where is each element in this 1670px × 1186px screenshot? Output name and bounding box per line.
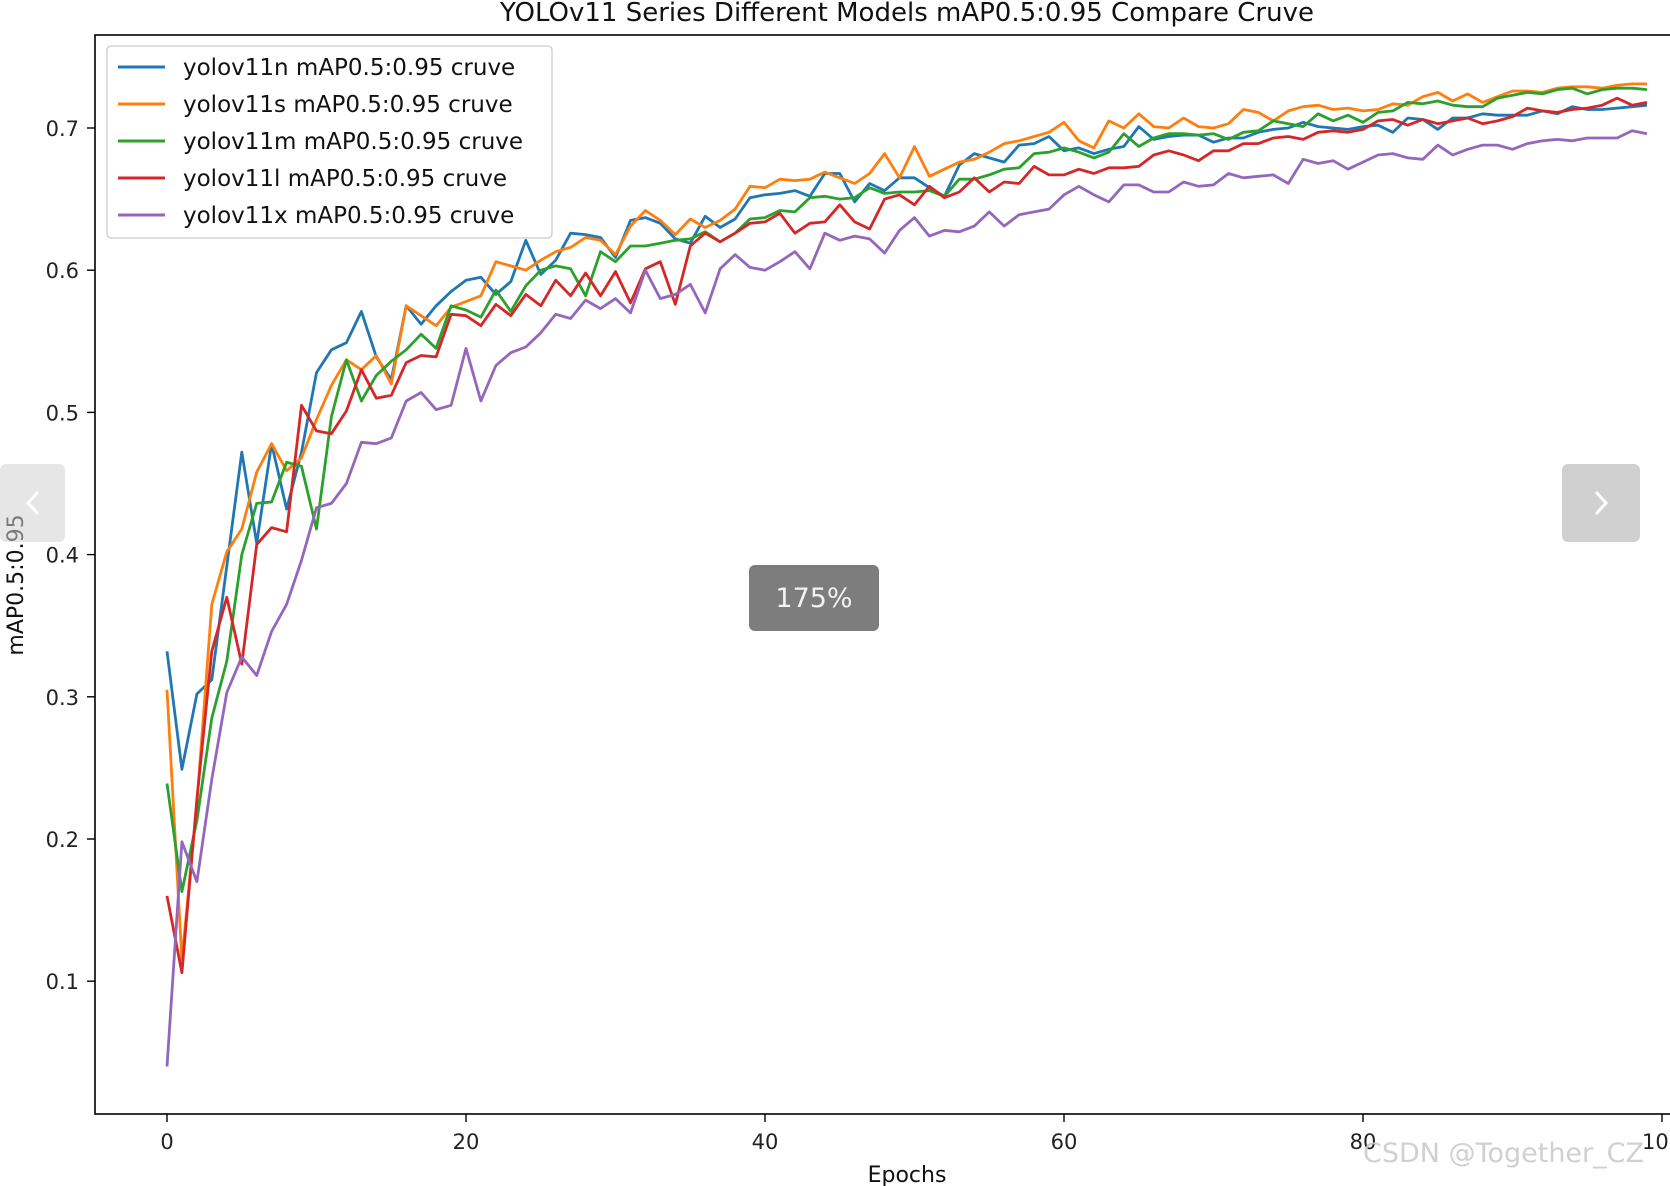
y-tick-label: 0.7 — [46, 117, 79, 141]
x-tick-label: 20 — [453, 1130, 480, 1154]
y-tick-label: 0.4 — [46, 544, 79, 568]
watermark: CSDN @Together_CZ — [1363, 1138, 1644, 1169]
legend: yolov11n mAP0.5:0.95 cruve yolov11s mAP0.… — [106, 45, 553, 239]
plot-frame — [94, 34, 1670, 1115]
y-tick-label: 0.3 — [46, 686, 79, 710]
series-layer — [165, 82, 1648, 1067]
legend-box — [106, 45, 553, 239]
x-tick-label: 60 — [1051, 1130, 1078, 1154]
series-line-2 — [165, 82, 1647, 962]
chart-title: YOLOv11 Series Different Models mAP0.5:0… — [499, 0, 1314, 28]
previous-image-button[interactable] — [0, 464, 65, 542]
chevron-right-icon — [1590, 488, 1612, 518]
zoom-level-badge: 175% — [749, 565, 879, 631]
legend-label: yolov11x mAP0.5:0.95 cruve — [183, 203, 514, 229]
legend-label: yolov11n mAP0.5:0.95 cruve — [183, 55, 515, 81]
chevron-left-icon — [22, 488, 44, 518]
y-axis: 0.1 0.2 0.3 0.4 0.5 0.6 0.7 — [46, 117, 95, 994]
x-tick-label: 80 — [1350, 1130, 1377, 1154]
x-tick-label: 100 — [1642, 1130, 1670, 1154]
series-line-1 — [165, 103, 1648, 771]
y-tick-label: 0.6 — [46, 259, 79, 283]
series-line-5 — [165, 129, 1648, 1067]
legend-label: yolov11m mAP0.5:0.95 cruve — [183, 129, 523, 155]
y-tick-label: 0.1 — [46, 970, 79, 994]
legend-label: yolov11l mAP0.5:0.95 cruve — [183, 166, 507, 192]
x-axis: 0 20 40 60 80 100 — [160, 1114, 1670, 1154]
y-tick-label: 0.2 — [46, 828, 79, 852]
y-tick-label: 0.5 — [46, 401, 79, 425]
x-axis-label: Epochs — [868, 1163, 947, 1186]
legend-label: yolov11s mAP0.5:0.95 cruve — [183, 92, 513, 118]
next-image-button[interactable] — [1562, 464, 1640, 542]
x-tick-label: 0 — [160, 1130, 173, 1154]
x-tick-label: 40 — [752, 1130, 779, 1154]
series-line-3 — [165, 86, 1648, 893]
series-line-4 — [165, 96, 1648, 975]
